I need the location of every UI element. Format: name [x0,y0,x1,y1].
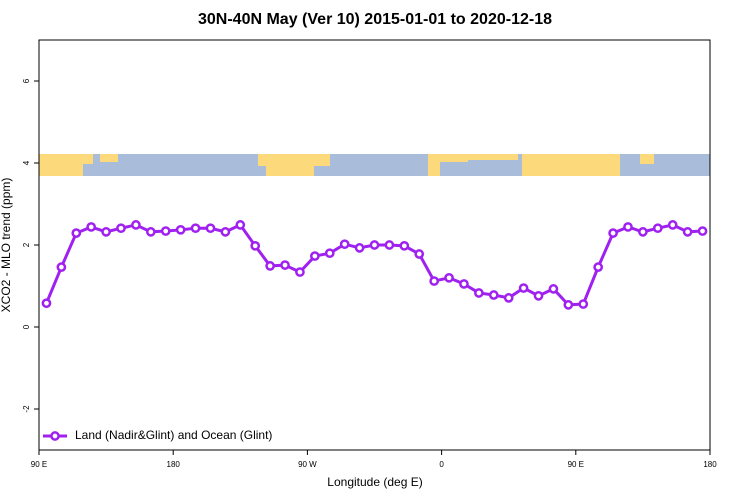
x-tick-label: 180 [703,460,717,469]
data-point [145,227,156,237]
data-point [324,248,335,259]
data-point [116,223,126,234]
data-point [429,276,439,286]
data-point [563,300,574,310]
y-tick-label: 6 [22,78,31,83]
data-point [101,227,111,237]
data-point [399,240,410,251]
y-tick-label: 4 [22,160,31,165]
data-point [369,240,380,250]
y-tick-label: -2 [22,405,31,413]
data-point [175,224,186,235]
data-point [503,293,514,303]
data-line [45,223,703,307]
data-point [71,228,82,238]
map-strip [39,154,710,176]
data-point [310,251,320,261]
data-point [488,290,499,300]
data-point [86,222,97,232]
legend-item: Land (Nadir&Glint) and Ocean (Glint) [43,428,272,442]
x-tick-label: 180 [167,460,181,469]
x-tick-label: 0 [439,460,444,469]
x-tick-label: 90 E [31,460,47,469]
y-tick-label: 2 [22,242,31,247]
data-point [41,298,52,309]
data-point [250,240,261,251]
y-tick-label: 0 [22,324,31,329]
x-axis-label: Longitude (deg E) [327,475,422,489]
y-axis-label: XCO2 - MLO trend (ppm) [0,178,13,313]
data-point [160,226,171,236]
data-point [190,223,201,234]
legend-marker [50,431,60,441]
data-point [682,227,693,237]
data-point [667,220,678,230]
data-point [533,290,544,301]
legend-label: Land (Nadir&Glint) and Ocean (Glint) [75,428,272,442]
data-point [354,243,365,253]
data-point [414,249,425,259]
data-point [56,262,67,272]
data-point [235,220,246,230]
data-point [697,226,708,236]
data-point [131,220,141,230]
data-point [474,288,484,298]
data-point [444,272,454,283]
data-point [652,223,663,234]
x-tick-label: 90 W [298,460,317,469]
data-point [548,284,559,294]
data-point [339,239,350,250]
data-point [593,262,604,272]
chart-title: 30N-40N May (Ver 10) 2015-01-01 to 2020-… [198,11,552,28]
data-point [265,261,275,271]
data-point [518,283,529,293]
data-point [608,228,618,238]
data-point [280,260,290,270]
data-point [220,227,231,237]
data-point [578,299,589,309]
data-point [295,267,305,277]
data-point [384,240,395,250]
data-point [638,227,648,237]
data-point [623,222,633,232]
data-point [205,223,216,234]
data-point [459,279,469,289]
x-tick-label: 90 E [568,460,584,469]
